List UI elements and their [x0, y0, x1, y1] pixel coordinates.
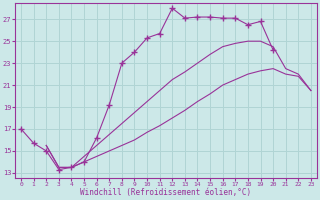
X-axis label: Windchill (Refroidissement éolien,°C): Windchill (Refroidissement éolien,°C)	[80, 188, 252, 197]
